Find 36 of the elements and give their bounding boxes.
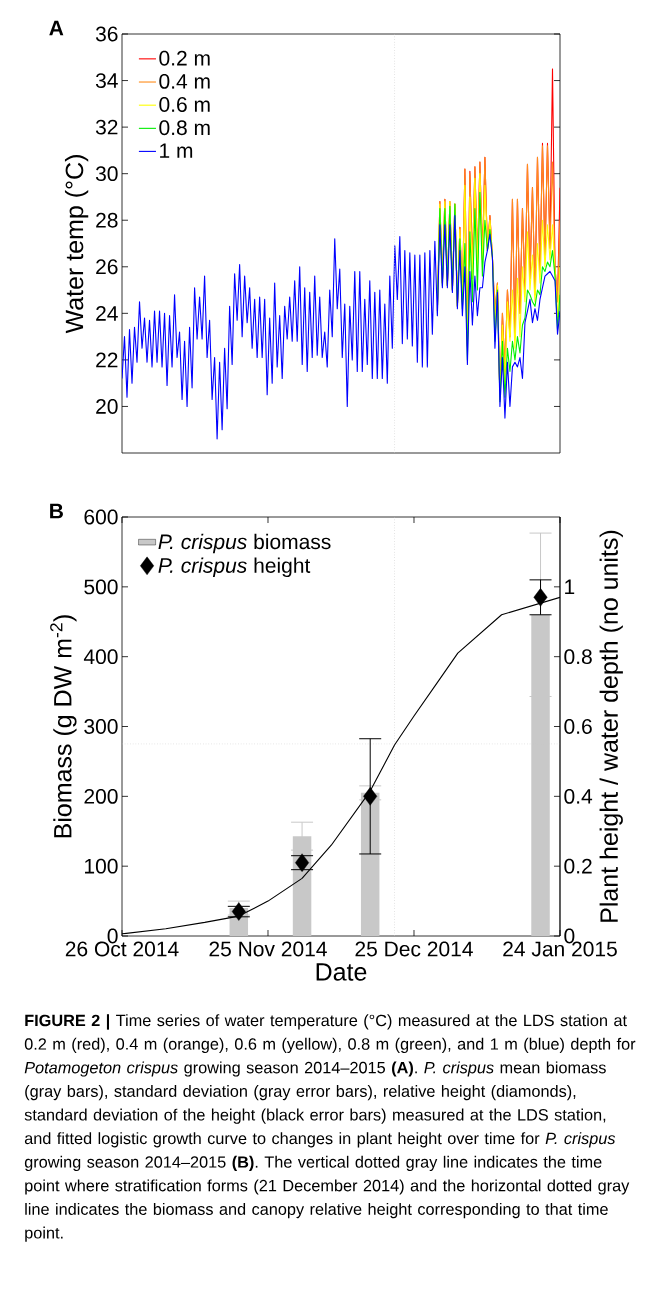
- y-tick-label: 100: [85, 858, 118, 874]
- x-tick-label: 25 Nov 2014: [209, 941, 327, 957]
- y-tick-label: 34: [95, 73, 118, 88]
- text: FIGURE 2 | Time series of water temperature (°C) measured at the LDS station at 0.2 m (red), 0.4 m (orange), 0.6 m (yellow), 0.8 m (green), and 1 m (blue) depth for Potamogeton crispus growing season 2014–2015 (A). P. crispus mean biomass (gray bars), standard deviation (gray error bars), relative height (diamonds), standard deviation of the height (black error bars) measured at the LDS station, and fitted logistic growth curve to changes in plant height over time for P. crispus growing season 2014–2015 (B). The vertical dotted gray line indicates the time point where stratification forms (21 December 2014) and the horizontal dotted gray line indicates the biomass and canopy relative height corresponding to that time point.: [24, 1014, 636, 1242]
- legend-label: P. crispus biomass: [158, 533, 331, 554]
- y2-tick-label: 0.4: [564, 788, 593, 804]
- y-tick-label: 500: [84, 579, 118, 595]
- legend-label: P. crispus height: [158, 557, 311, 578]
- y2-tick-label: 0.6: [564, 719, 592, 734]
- legend-label: 0.2 m: [159, 50, 210, 66]
- y-axis-title: Water temp (°C): [64, 155, 89, 334]
- y-tick-label: 24: [96, 306, 118, 321]
- y-tick-label: 28: [96, 212, 118, 228]
- y-tick-label: 20: [96, 399, 118, 414]
- chart-title: A: [49, 20, 64, 36]
- y-tick-label: 30: [95, 166, 118, 182]
- x-tick-label: 25 Dec 2014: [355, 941, 473, 957]
- x-axis-title: Date: [316, 963, 367, 981]
- y-axis-title: Biomass (g DW m$^{-2}$): [50, 615, 77, 838]
- y-tick-label: 600: [84, 509, 118, 525]
- y2-tick-label: 0.8: [564, 649, 592, 665]
- chart-title: B: [50, 503, 63, 519]
- legend-label: 0.4 m: [159, 73, 210, 89]
- legend-label: 0.8 m: [159, 120, 210, 136]
- y2-tick-label: 0.2: [564, 858, 592, 874]
- legend-label: 0.6 m: [159, 97, 210, 112]
- y-tick-label: 32: [95, 119, 118, 135]
- y-tick-label: 300: [84, 719, 118, 734]
- y-tick-label: 26: [96, 259, 118, 275]
- legend-label: 1 m: [160, 143, 193, 158]
- y2-tick-label: 1: [565, 579, 575, 595]
- y-tick-label: 200: [84, 788, 118, 804]
- y2-axis-title: Plant height / water depth (no units): [599, 530, 623, 922]
- y-tick-label: 22: [96, 352, 118, 368]
- y-tick-label: 400: [83, 649, 118, 665]
- y-tick-label: 36: [95, 26, 118, 42]
